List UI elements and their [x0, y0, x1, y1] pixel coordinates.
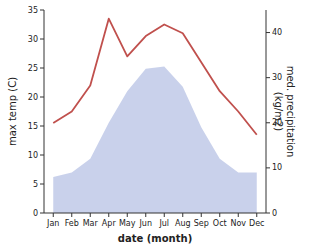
x-tick-label: Jul	[158, 219, 169, 228]
y-axis-line	[44, 10, 45, 213]
x-tick-label: Mar	[83, 219, 99, 228]
y-tick	[40, 39, 44, 40]
y-tick-label: 25	[28, 64, 38, 73]
y2-tick-label: 30	[272, 73, 282, 82]
y2-axis-label-line: (kg/m2)	[274, 92, 285, 132]
x-tick	[71, 213, 72, 217]
x-tick-label: Nov	[230, 219, 246, 228]
x-tick-label: Jan	[46, 219, 59, 228]
y2-axis-line	[266, 10, 267, 213]
y-tick-label: 20	[28, 93, 38, 102]
y-tick	[40, 68, 44, 69]
x-tick-label: Feb	[65, 219, 79, 228]
y2-axis-label: med. precipitation(kg/m2)	[274, 66, 297, 158]
y-tick-label: 15	[28, 122, 38, 131]
y2-axis-label-line: med. precipitation	[286, 66, 297, 158]
y2-tick-label: 40	[272, 28, 282, 37]
y-tick-label: 10	[28, 151, 38, 160]
x-tick-label: May	[119, 219, 136, 228]
y2-tick	[266, 122, 270, 123]
y-tick	[40, 155, 44, 156]
y-tick-label: 0	[33, 209, 38, 218]
x-tick	[164, 213, 165, 217]
y-tick	[40, 213, 44, 214]
y2-tick	[266, 32, 270, 33]
x-tick-label: Apr	[102, 219, 117, 228]
x-tick	[145, 213, 146, 217]
x-axis-label: date (month)	[118, 233, 192, 244]
x-tick-label: Aug	[175, 219, 191, 228]
x-tick-label: Oct	[213, 219, 227, 228]
background	[0, 0, 318, 247]
x-tick-label: Dec	[249, 219, 264, 228]
x-tick	[90, 213, 91, 217]
y-tick-label: 35	[28, 6, 38, 15]
x-tick	[127, 213, 128, 217]
data-group	[53, 19, 257, 213]
x-tick	[53, 213, 54, 217]
y-axis-label: max temp (C)	[7, 77, 18, 146]
y-tick	[40, 184, 44, 185]
y-tick	[40, 97, 44, 98]
x-tick-label: Jun	[139, 219, 153, 228]
y2-tick	[266, 213, 270, 214]
temperature-line	[53, 19, 257, 135]
y2-tick	[266, 167, 270, 168]
x-tick	[182, 213, 183, 217]
x-tick-label: Sep	[194, 219, 209, 228]
x-axis-line	[44, 213, 266, 214]
y-tick	[40, 126, 44, 127]
y-tick-label: 5	[33, 180, 38, 189]
x-tick	[256, 213, 257, 217]
y-tick-label: 30	[28, 35, 38, 44]
x-tick	[201, 213, 202, 217]
x-tick	[108, 213, 109, 217]
y2-tick-label: 10	[272, 163, 282, 172]
x-tick	[219, 213, 220, 217]
y-tick	[40, 10, 44, 11]
y2-tick-label: 0	[272, 209, 277, 218]
y2-tick	[266, 77, 270, 78]
precipitation-area	[53, 66, 257, 213]
chart: 05101520253035010203040JanFebMarAprMayJu…	[0, 0, 318, 247]
x-tick	[238, 213, 239, 217]
